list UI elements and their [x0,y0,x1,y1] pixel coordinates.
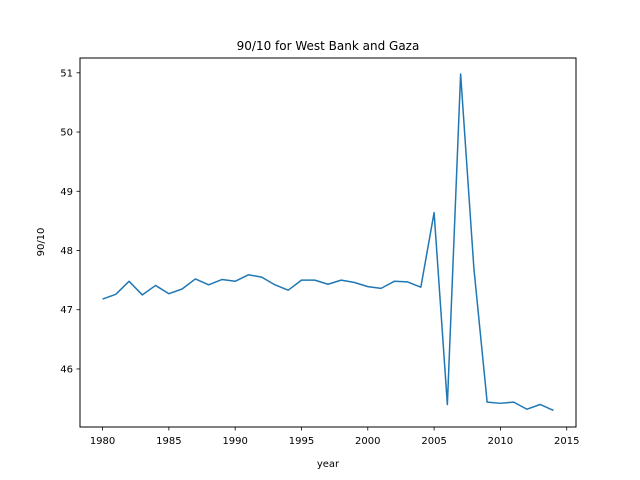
y-axis-label: 90/10 [36,228,47,257]
x-tick-label-1990: 1990 [222,436,247,447]
y-tick-label-48: 48 [60,246,73,257]
x-axis-label: year [317,459,340,470]
x-tick-label-2005: 2005 [421,436,446,447]
x-tick-label-2015: 2015 [554,436,579,447]
x-tick-label-2010: 2010 [488,436,513,447]
y-tick-label-51: 51 [60,68,73,79]
chart-title: 90/10 for West Bank and Gaza [237,39,420,53]
x-tick-label-1980: 1980 [90,436,115,447]
axes-frame [79,57,577,428]
y-tick-label-46: 46 [60,364,73,375]
x-tick-label-2000: 2000 [355,436,380,447]
y-tick-label-47: 47 [60,305,73,316]
y-tick-label-50: 50 [60,128,73,139]
x-axis-ticks: 1980 1985 1990 1995 2000 2005 2010 2015 [90,427,579,447]
x-tick-label-1995: 1995 [289,436,314,447]
y-axis-ticks: 46 47 48 49 50 51 [60,68,80,375]
x-tick-label-1985: 1985 [156,436,181,447]
y-tick-label-49: 49 [60,187,73,198]
plot-area [102,73,554,412]
